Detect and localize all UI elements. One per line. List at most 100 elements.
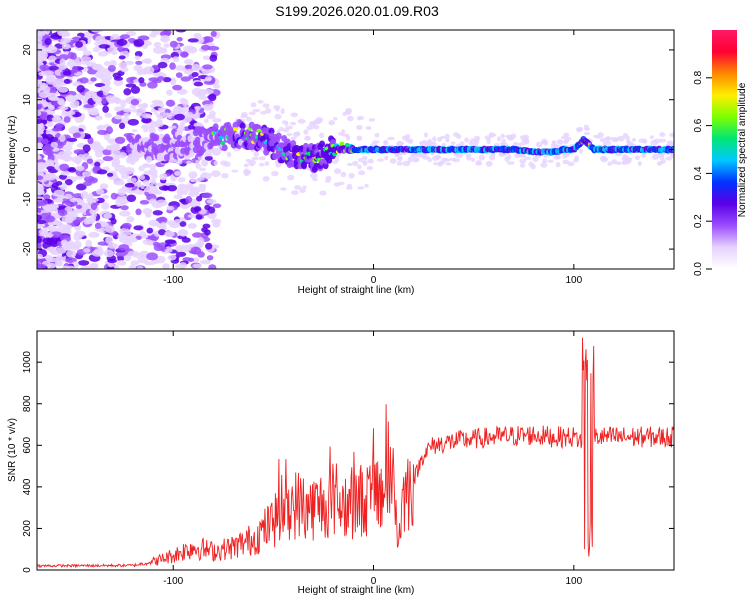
heat-cell [100, 222, 110, 228]
heat-cell [166, 89, 173, 96]
heat-cell [358, 115, 365, 120]
heat-cell [616, 135, 625, 142]
heat-cell [136, 266, 144, 269]
heat-cell [110, 149, 121, 156]
heat-cell [88, 177, 98, 184]
heat-cell [94, 115, 103, 121]
colorbar-ticks: 0.0 0.2 0.4 0.6 0.8 [693, 70, 712, 276]
heat-cell [130, 260, 140, 266]
heat-cell [102, 87, 109, 96]
heat-cell [60, 239, 69, 247]
heat-cell [456, 133, 462, 139]
heat-cell [211, 147, 222, 156]
spectrogram-x-label: Height of straight line (km) [298, 285, 415, 296]
heat-cell [357, 164, 362, 170]
heat-cell [558, 139, 564, 145]
heat-cell [262, 176, 270, 182]
heat-cell [187, 38, 199, 43]
y-tick-label: 0 [22, 146, 33, 152]
heat-cell [280, 187, 287, 191]
heat-cell [514, 152, 521, 159]
heat-cell [62, 224, 73, 231]
heat-cell [287, 174, 295, 181]
heat-cell [404, 138, 412, 143]
heat-cell [55, 141, 64, 149]
heat-cell [203, 118, 209, 124]
heat-cell [63, 116, 71, 123]
heat-cell [142, 208, 153, 215]
heat-cell [37, 243, 42, 251]
heat-cell [563, 139, 569, 145]
heat-cell [275, 132, 282, 140]
heat-cell [613, 137, 619, 141]
heat-cell [61, 198, 69, 204]
heat-cell [319, 132, 325, 139]
heat-cell [346, 162, 353, 167]
heat-cell [83, 104, 95, 109]
heat-cell [149, 198, 157, 205]
heat-cell [189, 187, 200, 195]
heat-cell [396, 161, 403, 166]
heat-cell [196, 195, 203, 202]
heat-cell [139, 199, 150, 205]
heat-cell-peak [339, 141, 345, 146]
y-tick-label: 600 [22, 437, 33, 454]
heat-cell [107, 242, 119, 249]
heat-cell [366, 165, 374, 171]
heat-cell [63, 245, 72, 251]
heat-cell [104, 112, 113, 118]
heat-cell [486, 138, 491, 145]
heat-cell [622, 154, 629, 159]
heat-cell [58, 174, 68, 180]
heat-cell [160, 222, 167, 229]
heat-cell [88, 216, 97, 222]
heat-cell [204, 76, 212, 82]
heat-cell [470, 157, 476, 163]
heat-cell [62, 70, 72, 76]
heat-cell [551, 140, 556, 146]
heat-cell [105, 144, 117, 151]
heat-cell [306, 125, 314, 131]
heat-cell [574, 155, 580, 161]
heat-cell [100, 202, 110, 210]
snr-y-ticks: 0 200 400 600 800 1000 [22, 351, 674, 573]
heat-cell [194, 136, 201, 144]
heat-cell [419, 152, 428, 159]
heat-cell [567, 161, 575, 167]
heat-cell [48, 104, 55, 111]
heat-cell [427, 157, 433, 163]
heat-cell [140, 184, 145, 190]
y-tick-label: -10 [22, 192, 33, 207]
heat-cell [151, 30, 158, 36]
heat-cell [83, 248, 91, 253]
heat-cell [82, 153, 91, 161]
heat-cell [129, 237, 138, 243]
heat-cell [364, 183, 369, 188]
heat-cell [136, 190, 145, 195]
heat-cell [82, 181, 93, 187]
heat-cell [220, 160, 228, 166]
heat-cell [262, 103, 270, 108]
heat-cell [75, 204, 83, 210]
heat-cell [659, 132, 666, 138]
heat-cell [150, 121, 158, 128]
heat-cell [148, 163, 157, 170]
heat-cell [90, 202, 98, 211]
heat-cell [37, 56, 48, 62]
x-tick-label: 100 [565, 275, 582, 286]
heat-cell [599, 137, 607, 143]
heat-cell [555, 161, 561, 168]
heat-cell [97, 124, 106, 130]
heat-cell [116, 47, 129, 52]
heat-cell [68, 127, 80, 134]
heat-cell [64, 179, 73, 186]
heat-cell [79, 95, 88, 101]
heat-cell [152, 241, 160, 247]
heat-cell [100, 97, 107, 105]
heat-cell [665, 156, 673, 161]
heat-cell [147, 138, 154, 146]
heat-cell [162, 185, 169, 191]
heat-cell [134, 55, 141, 60]
heat-cell [111, 158, 121, 166]
heat-cell [202, 172, 207, 177]
